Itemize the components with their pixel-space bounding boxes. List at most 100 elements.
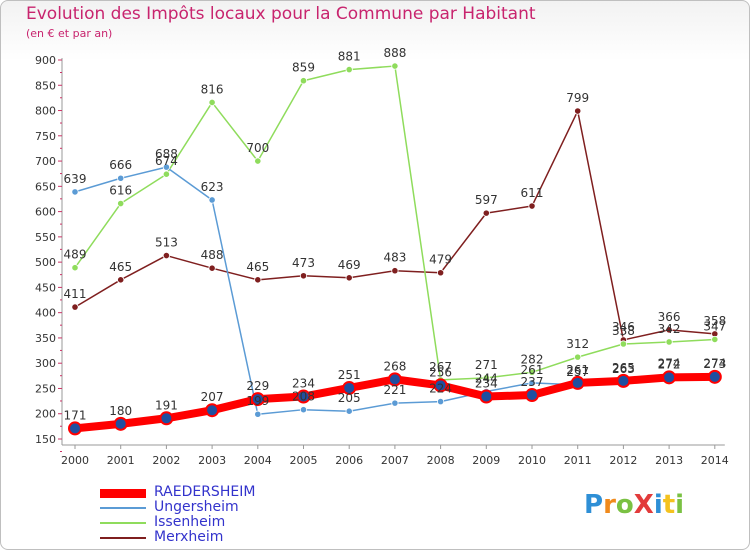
data-point bbox=[117, 174, 125, 182]
data-point bbox=[208, 98, 216, 107]
data-label: 205 bbox=[338, 391, 361, 405]
x-tick-label: 2012 bbox=[609, 454, 637, 467]
data-point bbox=[711, 335, 719, 344]
data-label: 465 bbox=[109, 260, 132, 274]
data-label: 483 bbox=[383, 251, 406, 265]
data-label: 171 bbox=[64, 408, 87, 422]
data-point bbox=[254, 157, 262, 165]
data-label: 473 bbox=[292, 256, 315, 270]
y-tick-label: 750 bbox=[35, 130, 56, 143]
legend-swatch-raedersheim bbox=[100, 489, 146, 498]
y-tick-label: 200 bbox=[35, 408, 56, 421]
data-label: 616 bbox=[109, 184, 132, 198]
data-label: 312 bbox=[566, 337, 589, 351]
x-tick-label: 2000 bbox=[61, 454, 89, 467]
data-label: 489 bbox=[64, 248, 87, 262]
data-point bbox=[528, 202, 536, 210]
data-point bbox=[479, 389, 494, 404]
data-point bbox=[436, 398, 445, 406]
data-point bbox=[436, 269, 445, 277]
data-point bbox=[254, 410, 262, 418]
logo-letter: P bbox=[584, 490, 604, 520]
data-label: 700 bbox=[246, 141, 269, 155]
data-label: 257 bbox=[566, 365, 589, 379]
data-point bbox=[299, 406, 308, 414]
logo-letter: i bbox=[653, 490, 663, 520]
data-point bbox=[159, 411, 174, 426]
data-point bbox=[619, 340, 628, 348]
data-point bbox=[299, 77, 308, 85]
y-tick-label: 800 bbox=[35, 105, 56, 118]
data-point bbox=[525, 388, 539, 403]
data-point bbox=[707, 369, 722, 384]
data-point bbox=[528, 379, 536, 387]
y-tick-label: 850 bbox=[35, 79, 56, 92]
data-label: 347 bbox=[703, 319, 726, 333]
logo-letter: o bbox=[615, 490, 634, 520]
y-tick-label: 450 bbox=[35, 281, 56, 294]
data-label: 338 bbox=[612, 324, 635, 338]
data-point bbox=[433, 378, 448, 393]
x-tick-label: 2014 bbox=[701, 454, 729, 467]
data-point bbox=[71, 264, 79, 272]
x-tick-label: 2001 bbox=[107, 454, 135, 467]
y-tick-label: 900 bbox=[35, 54, 56, 67]
data-label: 366 bbox=[658, 310, 681, 324]
data-label: 888 bbox=[383, 46, 406, 60]
data-label: 251 bbox=[338, 368, 361, 382]
y-tick-label: 250 bbox=[35, 382, 56, 395]
data-label: 674 bbox=[155, 154, 178, 168]
data-label: 265 bbox=[612, 361, 635, 375]
logo-letter: i bbox=[675, 490, 685, 520]
data-point bbox=[665, 338, 673, 346]
logo-letter: t bbox=[662, 490, 676, 520]
data-label: 816 bbox=[201, 82, 224, 96]
x-tick-label: 2010 bbox=[518, 454, 546, 467]
y-tick-label: 650 bbox=[35, 180, 56, 193]
data-label: 274 bbox=[703, 356, 726, 370]
y-tick-label: 550 bbox=[35, 231, 56, 244]
data-label: 342 bbox=[658, 322, 681, 336]
data-label: 666 bbox=[109, 158, 132, 172]
legend-label-ungersheim: Ungersheim bbox=[154, 499, 239, 515]
data-point bbox=[254, 276, 262, 284]
data-label: 639 bbox=[64, 172, 87, 186]
data-label: 229 bbox=[246, 379, 269, 393]
data-point bbox=[482, 209, 490, 217]
data-label: 224 bbox=[429, 382, 452, 396]
data-label: 465 bbox=[246, 260, 269, 274]
data-point bbox=[205, 403, 220, 418]
data-point bbox=[391, 62, 399, 70]
data-label: 859 bbox=[292, 61, 315, 75]
legend-label-issenheim: Issenheim bbox=[154, 514, 226, 530]
data-point bbox=[482, 374, 490, 382]
data-point bbox=[208, 196, 216, 204]
data-label: 191 bbox=[155, 398, 178, 412]
data-point bbox=[387, 372, 402, 387]
data-label: 358 bbox=[703, 314, 726, 328]
data-point bbox=[296, 389, 311, 404]
data-label: 488 bbox=[201, 248, 224, 262]
x-tick-label: 2002 bbox=[152, 454, 180, 467]
x-tick-label: 2005 bbox=[290, 454, 318, 467]
data-point bbox=[570, 375, 585, 390]
data-point bbox=[345, 407, 353, 415]
data-label: 274 bbox=[658, 356, 681, 370]
legend-swatch-ungersheim bbox=[100, 507, 146, 509]
data-point bbox=[391, 267, 399, 275]
x-tick-label: 2006 bbox=[335, 454, 363, 467]
data-label: 199 bbox=[246, 394, 269, 408]
data-point bbox=[162, 163, 170, 171]
data-label: 221 bbox=[383, 383, 406, 397]
data-label: 234 bbox=[292, 377, 315, 391]
page-subtitle: (en € et par an) bbox=[26, 27, 113, 40]
data-label: 244 bbox=[475, 371, 498, 385]
data-label: 513 bbox=[155, 236, 178, 250]
logo-letter: r bbox=[603, 490, 616, 520]
data-point bbox=[574, 353, 582, 361]
legend-swatch-issenheim bbox=[100, 522, 146, 524]
data-point bbox=[162, 170, 170, 178]
data-label: 263 bbox=[612, 362, 635, 376]
data-label: 256 bbox=[429, 365, 452, 379]
data-label: 282 bbox=[521, 352, 544, 366]
